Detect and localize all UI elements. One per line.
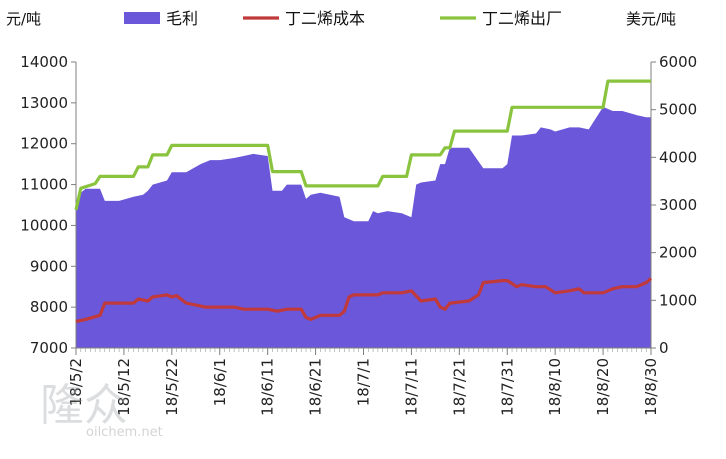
right-tick-label: 5000 (659, 101, 697, 119)
legend-label: 丁二烯出厂 (482, 9, 562, 28)
x-tick-label: 18/6/11 (259, 358, 277, 416)
right-tick-label: 4000 (659, 148, 697, 166)
right-unit-label: 美元/吨 (626, 10, 676, 28)
labels-layer: 7000 8000 9000 10000 11000 12000 13000 14000 0 10… (20, 53, 697, 416)
left-tick-label: 11000 (20, 176, 68, 194)
legend-label: 毛利 (166, 9, 198, 28)
left-tick-label: 8000 (30, 298, 68, 316)
watermark-logo: 隆众 (40, 380, 128, 431)
x-tick-label: 18/7/11 (402, 358, 420, 416)
series-area-0 (76, 106, 651, 349)
left-tick-label: 7000 (30, 339, 68, 357)
x-tick-label: 18/7/21 (450, 358, 468, 416)
left-tick-label: 12000 (20, 135, 68, 153)
series-line-2 (74, 79, 651, 211)
axes-layer (71, 61, 656, 355)
x-tick-label: 18/6/21 (307, 358, 325, 416)
right-tick-label: 2000 (659, 244, 697, 262)
x-tick-label: 18/6/1 (211, 358, 229, 406)
left-tick-label: 14000 (20, 53, 68, 71)
left-tick-label: 10000 (20, 216, 68, 234)
x-tick-label: 18/8/30 (642, 358, 660, 416)
legend: 毛利 丁二烯成本 丁二烯出厂 (124, 9, 562, 28)
left-tick-label: 13000 (20, 94, 68, 112)
left-unit-label: 元/吨 (6, 10, 41, 28)
right-tick-label: 1000 (659, 291, 697, 309)
left-tick-label: 9000 (30, 257, 68, 275)
lines-layer (74, 79, 653, 323)
legend-swatch (124, 12, 160, 24)
x-tick-label: 18/7/1 (355, 358, 373, 406)
x-tick-label: 18/5/22 (163, 358, 181, 416)
right-tick-label: 0 (659, 339, 669, 357)
legend-label: 丁二烯成本 (285, 9, 365, 28)
watermark: 隆众 oilchem.net (40, 380, 163, 440)
x-tick-label: 18/5/12 (115, 358, 133, 416)
area-layer (76, 106, 651, 349)
right-tick-label: 6000 (659, 53, 697, 71)
x-tick-label: 18/7/31 (498, 358, 516, 416)
right-tick-label: 3000 (659, 196, 697, 214)
x-tick-label: 18/8/20 (594, 358, 612, 416)
x-tick-label: 18/8/10 (546, 358, 564, 416)
series-line-1 (75, 277, 653, 323)
watermark-url: oilchem.net (86, 425, 163, 440)
x-tick-label: 18/5/2 (67, 358, 85, 406)
